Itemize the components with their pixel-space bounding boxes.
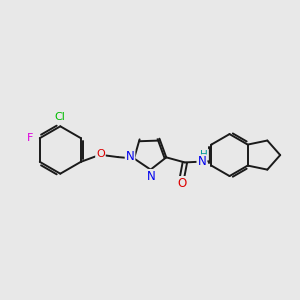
Text: F: F [27,133,34,143]
Text: N: N [147,170,156,183]
Text: Cl: Cl [54,112,65,122]
Text: O: O [96,149,105,159]
Text: N: N [197,155,206,168]
Text: O: O [178,177,187,190]
Text: H: H [200,150,208,160]
Text: N: N [126,150,134,163]
